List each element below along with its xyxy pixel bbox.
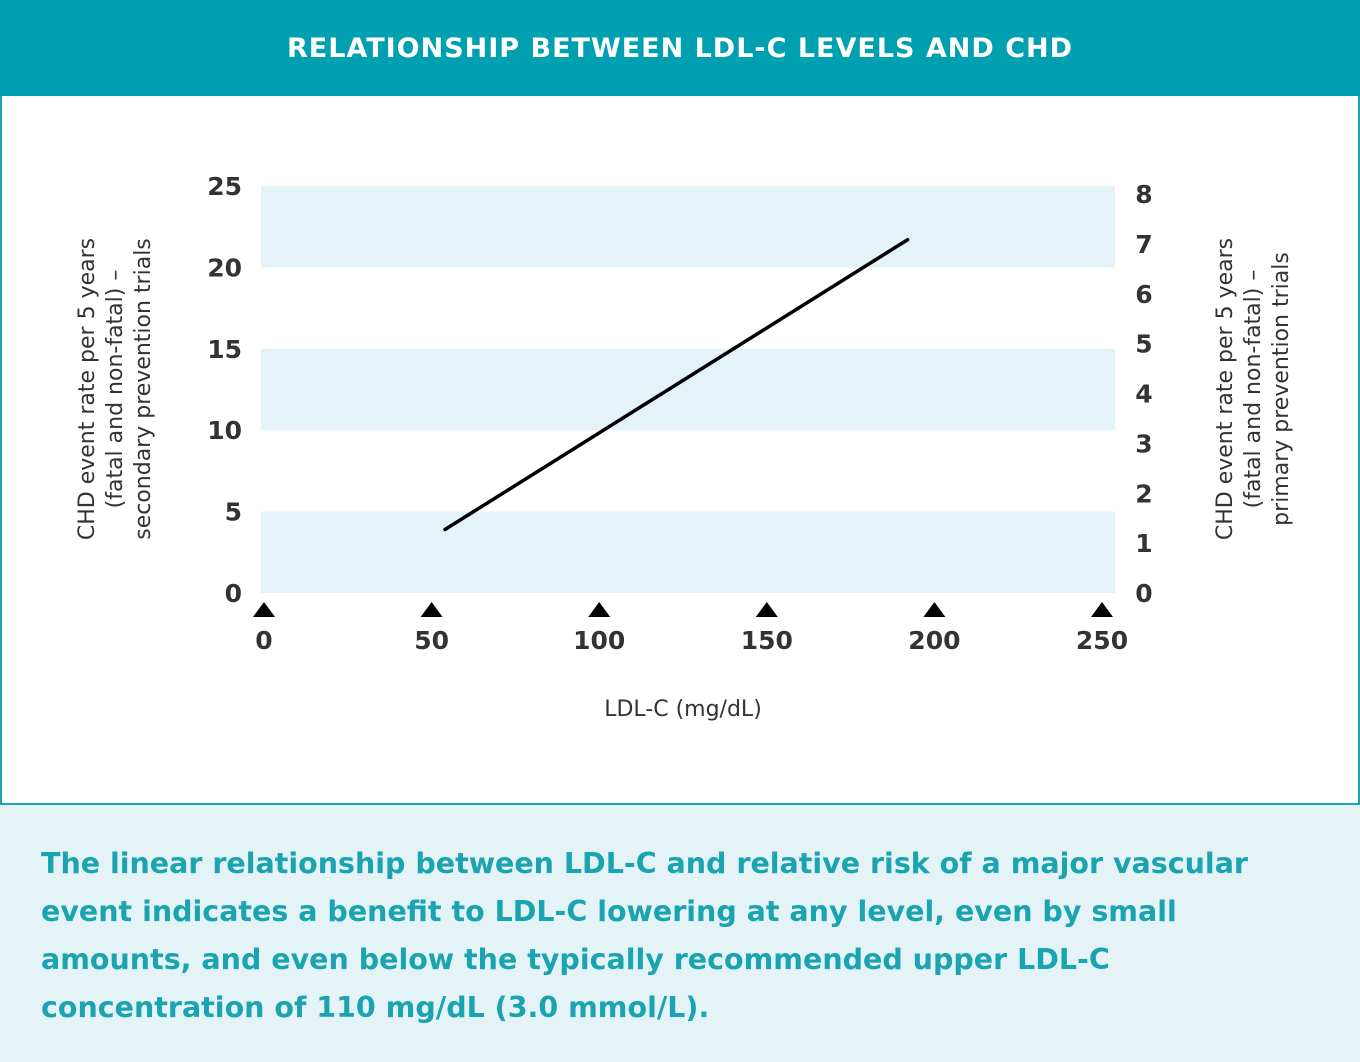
y-right-tick-label: 3 <box>1135 429 1152 458</box>
y-tick-label: 25 <box>207 172 242 201</box>
x-tick-marker <box>253 602 275 617</box>
x-tick-label: 100 <box>573 626 625 655</box>
data-line <box>443 237 910 532</box>
x-axis-label: LDL-C (mg/dL) <box>604 697 762 722</box>
x-tick-label: 150 <box>741 626 793 655</box>
grid-band <box>261 186 1115 268</box>
y-tick-label: 20 <box>207 253 242 282</box>
y-axis-label-line: (fatal and non-fatal) – <box>103 270 128 509</box>
y-right-tick-label: 8 <box>1135 180 1152 209</box>
caption: The linear relationship between LDL-C an… <box>41 847 1248 1024</box>
x-tick-marker <box>755 602 778 617</box>
y-tick-label: 5 <box>225 498 242 527</box>
y-right-tick-label: 0 <box>1135 579 1152 608</box>
chart-title: RELATIONSHIP BETWEEN LDL-C LEVELS AND CH… <box>286 32 1074 64</box>
chart-panel: 0 5 10 15 20 25 0 1 2 3 4 5 6 7 8 0 50 100 150 200 250 LDL-C … <box>0 96 1360 805</box>
y-right-tick-label: 6 <box>1135 280 1152 309</box>
x-tick-label: 50 <box>414 626 449 655</box>
y-right-axis-label-line: (fatal and non-fatal) – <box>1241 270 1266 509</box>
grid-band <box>261 511 1115 593</box>
header-bar: RELATIONSHIP BETWEEN LDL-C LEVELS AND CH… <box>0 0 1360 96</box>
x-tick-label: 200 <box>908 626 960 655</box>
y-axis-label-line: CHD event rate per 5 years <box>75 238 100 540</box>
x-tick-label: 250 <box>1076 626 1128 655</box>
y-right-tick-label: 4 <box>1135 380 1152 409</box>
y-right-tick-label: 1 <box>1135 529 1152 558</box>
y-right-axis-label-line: primary prevention trials <box>1269 252 1294 526</box>
x-tick-marker <box>588 602 611 617</box>
y-tick-label: 15 <box>207 335 242 364</box>
grid-band <box>261 348 1115 431</box>
y-tick-label: 10 <box>207 416 242 445</box>
y-right-tick-label: 2 <box>1135 479 1152 508</box>
y-right-tick-label: 5 <box>1135 330 1152 359</box>
x-tick-marker <box>923 602 946 617</box>
y-tick-label: 0 <box>225 579 242 608</box>
x-tick-label: 0 <box>255 626 272 655</box>
x-tick-marker <box>420 602 443 617</box>
x-tick-marker <box>1091 602 1113 617</box>
y-right-axis-label-line: CHD event rate per 5 years <box>1213 238 1238 540</box>
y-axis-label-line: secondary prevention trials <box>131 238 156 540</box>
y-right-tick-label: 7 <box>1135 230 1152 259</box>
